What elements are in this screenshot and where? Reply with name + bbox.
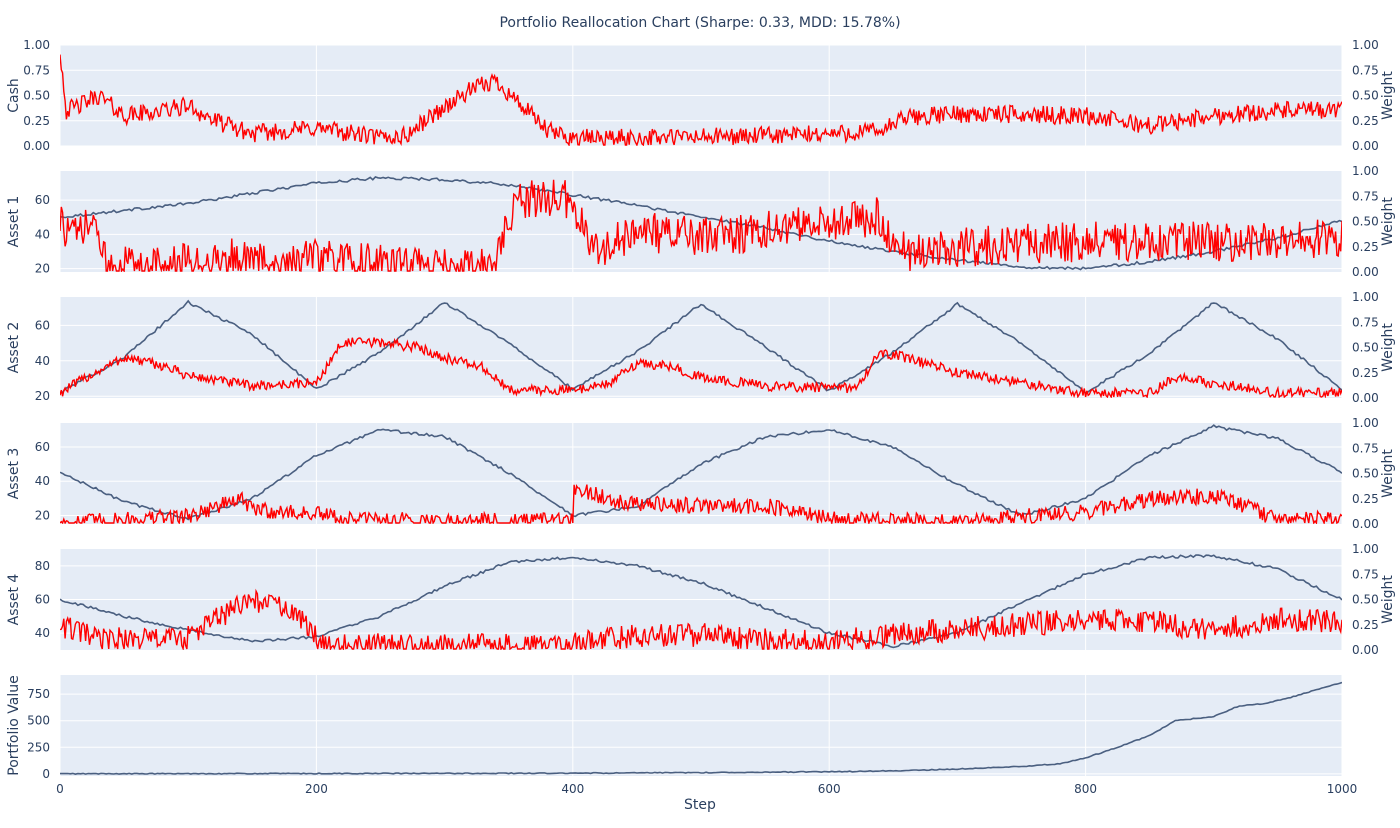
weight-tick-label: 0.50 xyxy=(1352,215,1379,229)
panel-1: 0.00 0.25 0.50 0.75 1.00 0.00 0.25 0.50 0.75 1.00… xyxy=(6,38,1396,153)
price-line xyxy=(60,681,1342,776)
weight-tick-label: 0.75 xyxy=(1352,441,1379,455)
price-line xyxy=(60,424,1342,521)
y-tick-label: 0.00 xyxy=(23,139,50,153)
panel-3: 20 40 60 0.00 0.25 0.50 0.75 1.00 Weight Asset 2 xyxy=(6,290,1396,405)
y-tick-label: 0 xyxy=(42,767,50,781)
weight-tick-label: 0.50 xyxy=(1352,593,1379,607)
y-axis-label: Asset 1 xyxy=(6,196,22,248)
y-axis-label: Asset 4 xyxy=(6,574,22,626)
weight-axis-label: Weight xyxy=(1380,197,1396,246)
weight-tick-label: 0.25 xyxy=(1352,618,1379,632)
weight-tick-label: 0.25 xyxy=(1352,366,1379,380)
x-tick-label: 400 xyxy=(561,782,584,796)
y-tick-label: 40 xyxy=(35,354,50,368)
weight-tick-label: 1.00 xyxy=(1352,542,1379,556)
weight-axis-label: Weight xyxy=(1380,449,1396,498)
y-axis-label: Asset 3 xyxy=(6,448,22,500)
x-tick-label: 600 xyxy=(818,782,841,796)
plot-area xyxy=(60,675,1342,776)
weight-tick-label: 0.00 xyxy=(1352,643,1379,657)
panel-4: 20 40 60 0.00 0.25 0.50 0.75 1.00 Weight Asset 3 xyxy=(6,416,1396,531)
y-axis-label: Cash xyxy=(6,78,22,113)
weight-tick-label: 1.00 xyxy=(1352,38,1379,52)
panel-5: 40 60 80 0.00 0.25 0.50 0.75 1.00 Weight Asset 4 xyxy=(6,542,1396,657)
weight-tick-label: 0.50 xyxy=(1352,341,1379,355)
y-tick-label: 60 xyxy=(35,440,50,454)
y-tick-label: 500 xyxy=(27,714,50,728)
chart-title: Portfolio Reallocation Chart (Sharpe: 0.… xyxy=(499,15,900,31)
y-tick-label: 0.50 xyxy=(23,89,50,103)
y-tick-label: 750 xyxy=(27,687,50,701)
price-line xyxy=(60,554,1342,649)
x-tick-label: 0 xyxy=(56,782,64,796)
weight-tick-label: 0.25 xyxy=(1352,114,1379,128)
weight-tick-label: 1.00 xyxy=(1352,290,1379,304)
y-tick-label: 1.00 xyxy=(23,38,50,52)
y-tick-label: 60 xyxy=(35,193,50,207)
weight-tick-label: 0.75 xyxy=(1352,315,1379,329)
weight-tick-label: 0.50 xyxy=(1352,89,1379,103)
price-line xyxy=(60,299,1342,394)
x-tick-label: 1000 xyxy=(1327,782,1358,796)
plot-area xyxy=(60,297,1342,398)
y-tick-label: 20 xyxy=(35,389,50,403)
weight-tick-label: 1.00 xyxy=(1352,416,1379,430)
weight-tick-label: 0.00 xyxy=(1352,391,1379,405)
panel-6: 0 250 500 750 Portfolio Value 0 200 400 600 800 10… xyxy=(6,675,1357,796)
y-tick-label: 60 xyxy=(35,593,50,607)
weight-line xyxy=(60,337,1342,398)
weight-tick-label: 0.50 xyxy=(1352,467,1379,481)
weight-tick-label: 1.00 xyxy=(1352,164,1379,178)
weight-line xyxy=(60,484,1342,524)
panel-2: 20 40 60 0.00 0.25 0.50 0.75 1.00 Weight Asset 1 xyxy=(6,164,1396,279)
weight-tick-label: 0.00 xyxy=(1352,517,1379,531)
y-tick-label: 20 xyxy=(35,508,50,522)
weight-tick-label: 0.00 xyxy=(1352,265,1379,279)
weight-axis-label: Weight xyxy=(1380,71,1396,120)
weight-tick-label: 0.25 xyxy=(1352,492,1379,506)
weight-axis-label: Weight xyxy=(1380,323,1396,372)
weight-tick-label: 0.75 xyxy=(1352,567,1379,581)
y-axis-label: Asset 2 xyxy=(6,322,22,374)
y-tick-label: 250 xyxy=(27,740,50,754)
y-tick-label: 40 xyxy=(35,227,50,241)
weight-tick-label: 0.75 xyxy=(1352,63,1379,77)
weight-tick-label: 0.75 xyxy=(1352,189,1379,203)
y-tick-label: 20 xyxy=(35,262,50,276)
weight-line xyxy=(60,54,1342,146)
y-tick-label: 80 xyxy=(35,559,50,573)
y-tick-label: 0.75 xyxy=(23,63,50,77)
price-line xyxy=(60,175,1342,271)
weight-tick-label: 0.00 xyxy=(1352,139,1379,153)
y-tick-label: 60 xyxy=(35,318,50,332)
chart-panels: 0.00 0.25 0.50 0.75 1.00 0.00 0.25 0.50 0.75 1.00… xyxy=(6,38,1396,796)
x-axis-label: Step xyxy=(684,797,716,813)
weight-tick-label: 0.25 xyxy=(1352,240,1379,254)
weight-axis-label: Weight xyxy=(1380,575,1396,624)
x-tick-label: 800 xyxy=(1074,782,1097,796)
y-tick-label: 0.25 xyxy=(23,114,50,128)
weight-line xyxy=(60,588,1342,650)
x-tick-label: 200 xyxy=(305,782,328,796)
y-tick-label: 40 xyxy=(35,626,50,640)
weight-line xyxy=(60,179,1342,272)
y-tick-label: 40 xyxy=(35,474,50,488)
y-axis-label: Portfolio Value xyxy=(6,675,22,776)
